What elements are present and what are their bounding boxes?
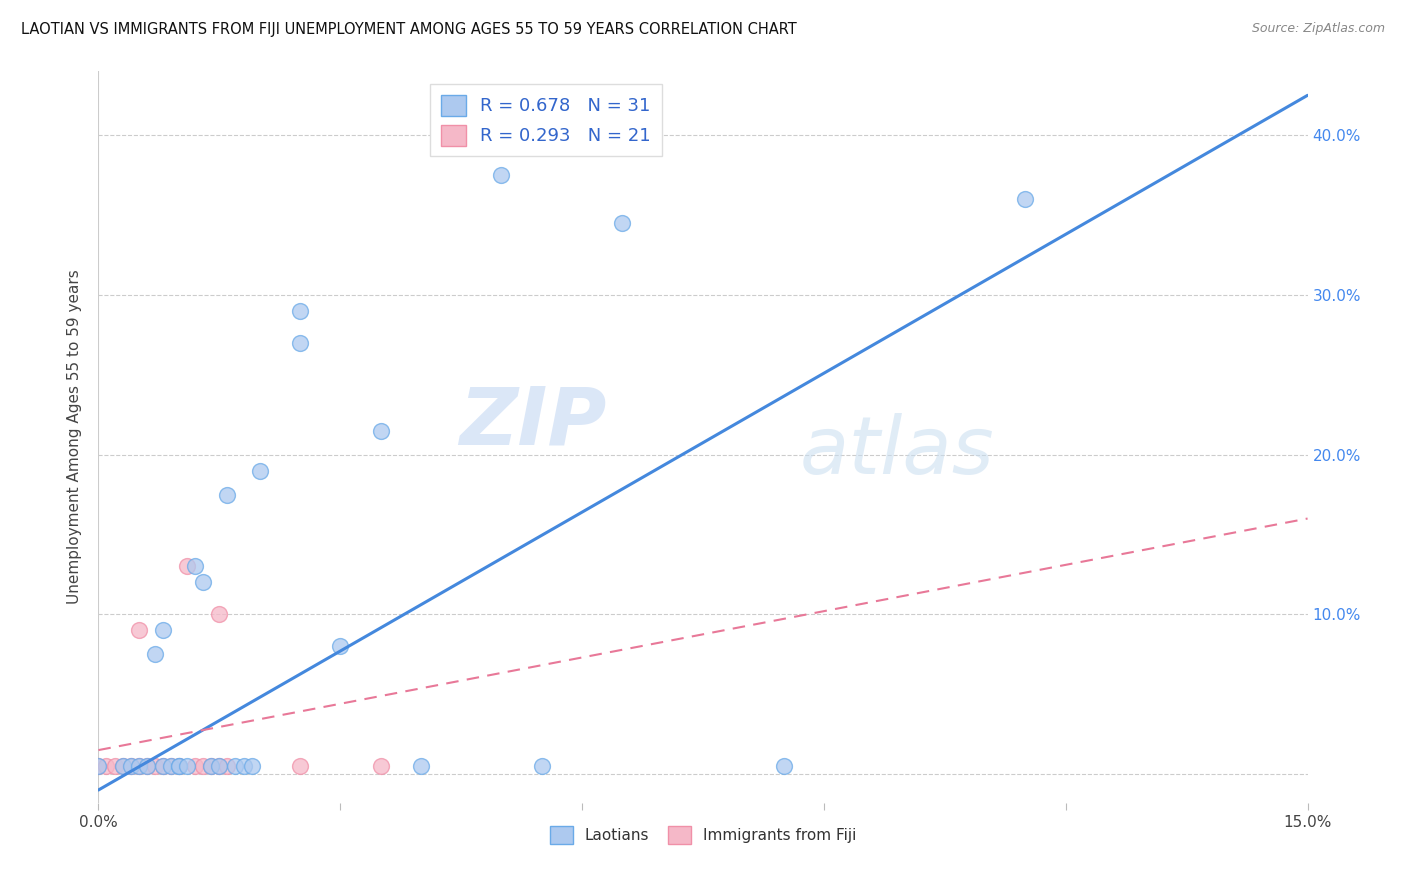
Point — [288, 335, 311, 350]
Point — [167, 759, 190, 773]
Point — [87, 759, 110, 773]
Point — [491, 168, 513, 182]
Point — [135, 759, 157, 773]
Text: ZIP: ZIP — [458, 384, 606, 461]
Legend: Laotians, Immigrants from Fiji: Laotians, Immigrants from Fiji — [544, 820, 862, 850]
Point — [167, 759, 190, 773]
Y-axis label: Unemployment Among Ages 55 to 59 years: Unemployment Among Ages 55 to 59 years — [67, 269, 83, 605]
Point — [249, 464, 271, 478]
Point — [193, 759, 215, 773]
Point — [128, 759, 150, 773]
Point — [200, 759, 222, 773]
Point — [120, 759, 142, 773]
Point — [135, 759, 157, 773]
Point — [120, 759, 142, 773]
Point — [208, 759, 231, 773]
Point — [160, 759, 183, 773]
Point — [184, 559, 207, 574]
Text: Source: ZipAtlas.com: Source: ZipAtlas.com — [1251, 22, 1385, 36]
Point — [240, 759, 263, 773]
Point — [370, 759, 392, 773]
Point — [87, 759, 110, 773]
Point — [612, 216, 634, 230]
Point — [111, 759, 134, 773]
Point — [208, 759, 231, 773]
Point — [288, 304, 311, 318]
Point — [193, 575, 215, 590]
Point — [1014, 192, 1036, 206]
Point — [176, 559, 198, 574]
Point — [232, 759, 254, 773]
Text: atlas: atlas — [800, 413, 994, 491]
Point — [772, 759, 794, 773]
Text: LAOTIAN VS IMMIGRANTS FROM FIJI UNEMPLOYMENT AMONG AGES 55 TO 59 YEARS CORRELATI: LAOTIAN VS IMMIGRANTS FROM FIJI UNEMPLOY… — [21, 22, 797, 37]
Point — [143, 647, 166, 661]
Point — [160, 759, 183, 773]
Point — [217, 487, 239, 501]
Point — [111, 759, 134, 773]
Point — [208, 607, 231, 622]
Point — [217, 759, 239, 773]
Point — [152, 624, 174, 638]
Point — [409, 759, 432, 773]
Point — [128, 759, 150, 773]
Point — [370, 424, 392, 438]
Point — [329, 640, 352, 654]
Point — [176, 759, 198, 773]
Point — [167, 759, 190, 773]
Point — [224, 759, 246, 773]
Point — [288, 759, 311, 773]
Point — [184, 759, 207, 773]
Point — [200, 759, 222, 773]
Point — [152, 759, 174, 773]
Point — [143, 759, 166, 773]
Point — [128, 624, 150, 638]
Point — [96, 759, 118, 773]
Point — [152, 759, 174, 773]
Point — [103, 759, 125, 773]
Point — [530, 759, 553, 773]
